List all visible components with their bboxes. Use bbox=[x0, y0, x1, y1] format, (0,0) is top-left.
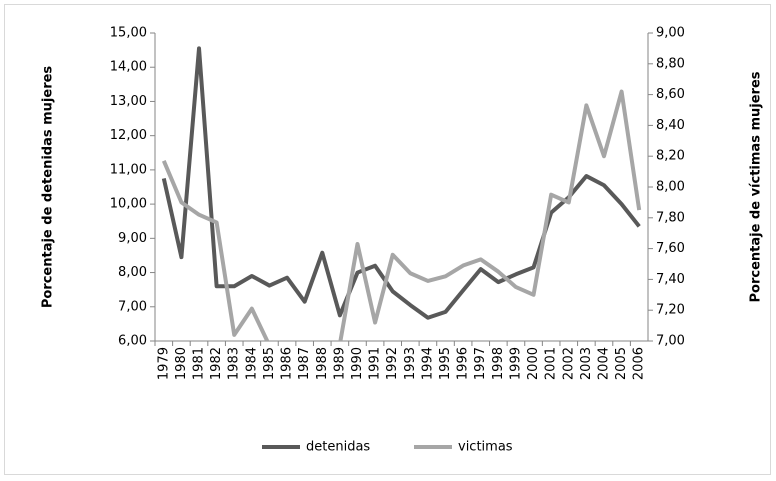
chart-frame bbox=[4, 4, 771, 475]
y2-tick-label: 7,00 bbox=[656, 334, 685, 349]
x-tick-label: 2004 bbox=[596, 347, 611, 380]
x-tick-label: 1994 bbox=[420, 347, 435, 380]
x-tick-label: 2006 bbox=[632, 347, 647, 380]
x-tick-label: 1986 bbox=[280, 347, 295, 380]
y-tick-label: 8,00 bbox=[118, 265, 147, 280]
legend-label: victimas bbox=[458, 440, 513, 455]
y2-tick-label: 8,80 bbox=[656, 56, 685, 71]
x-tick-label: 1993 bbox=[403, 347, 418, 380]
y-tick-label: 13,00 bbox=[110, 94, 147, 109]
x-tick-label: 2000 bbox=[526, 347, 541, 380]
y-tick-label: 12,00 bbox=[110, 128, 147, 143]
x-tick-label: 1979 bbox=[156, 347, 171, 380]
x-tick-label: 1981 bbox=[192, 347, 207, 380]
x-tick-label: 1995 bbox=[438, 347, 453, 380]
x-tick-label: 1998 bbox=[491, 347, 506, 380]
x-tick-label: 2002 bbox=[561, 347, 576, 380]
x-tick-label: 1990 bbox=[350, 347, 365, 380]
y2-tick-label: 7,40 bbox=[656, 272, 685, 287]
x-tick-label: 1984 bbox=[244, 347, 259, 380]
y2-tick-label: 7,20 bbox=[656, 303, 685, 318]
y2-tick-label: 8,20 bbox=[656, 149, 685, 164]
y-tick-label: 7,00 bbox=[118, 299, 147, 314]
y2-tick-label: 8,40 bbox=[656, 118, 685, 133]
x-tick-label: 1983 bbox=[227, 347, 242, 380]
y-tick-label: 10,00 bbox=[110, 197, 147, 212]
series-line bbox=[161, 89, 642, 341]
legend-label: detenidas bbox=[306, 440, 370, 455]
x-tick-label: 1989 bbox=[332, 347, 347, 380]
x-tick-label: 2003 bbox=[579, 347, 594, 380]
x-tick-label: 2001 bbox=[544, 347, 559, 380]
y2-axis-title: Porcentaje de víctimas mujeres bbox=[749, 71, 764, 302]
x-tick-label: 1999 bbox=[508, 347, 523, 380]
y-tick-label: 14,00 bbox=[110, 60, 147, 75]
y-tick-label: 11,00 bbox=[110, 162, 147, 177]
x-tick-label: 1996 bbox=[456, 347, 471, 380]
y-tick-label: 6,00 bbox=[118, 334, 147, 349]
y2-tick-label: 7,80 bbox=[656, 210, 685, 225]
x-tick-label: 2005 bbox=[614, 347, 629, 380]
x-tick-label: 1997 bbox=[473, 347, 488, 380]
y-tick-label: 9,00 bbox=[118, 231, 147, 246]
x-tick-label: 1980 bbox=[174, 347, 189, 380]
y2-tick-label: 7,60 bbox=[656, 241, 685, 256]
y2-tick-label: 9,00 bbox=[656, 26, 685, 41]
y2-tick-label: 8,60 bbox=[656, 87, 685, 102]
x-tick-label: 1982 bbox=[209, 347, 224, 380]
x-tick-label: 1988 bbox=[315, 347, 330, 380]
x-tick-label: 1985 bbox=[262, 347, 277, 380]
series-line bbox=[161, 46, 641, 320]
x-tick-label: 1992 bbox=[385, 347, 400, 380]
x-tick-label: 1991 bbox=[368, 347, 383, 380]
y-tick-label: 15,00 bbox=[110, 26, 147, 41]
y2-tick-label: 8,00 bbox=[656, 180, 685, 195]
plot-area bbox=[161, 46, 642, 341]
y-axis-title: Porcentaje de detenidas mujeres bbox=[41, 66, 56, 309]
x-tick-label: 1987 bbox=[297, 347, 312, 380]
